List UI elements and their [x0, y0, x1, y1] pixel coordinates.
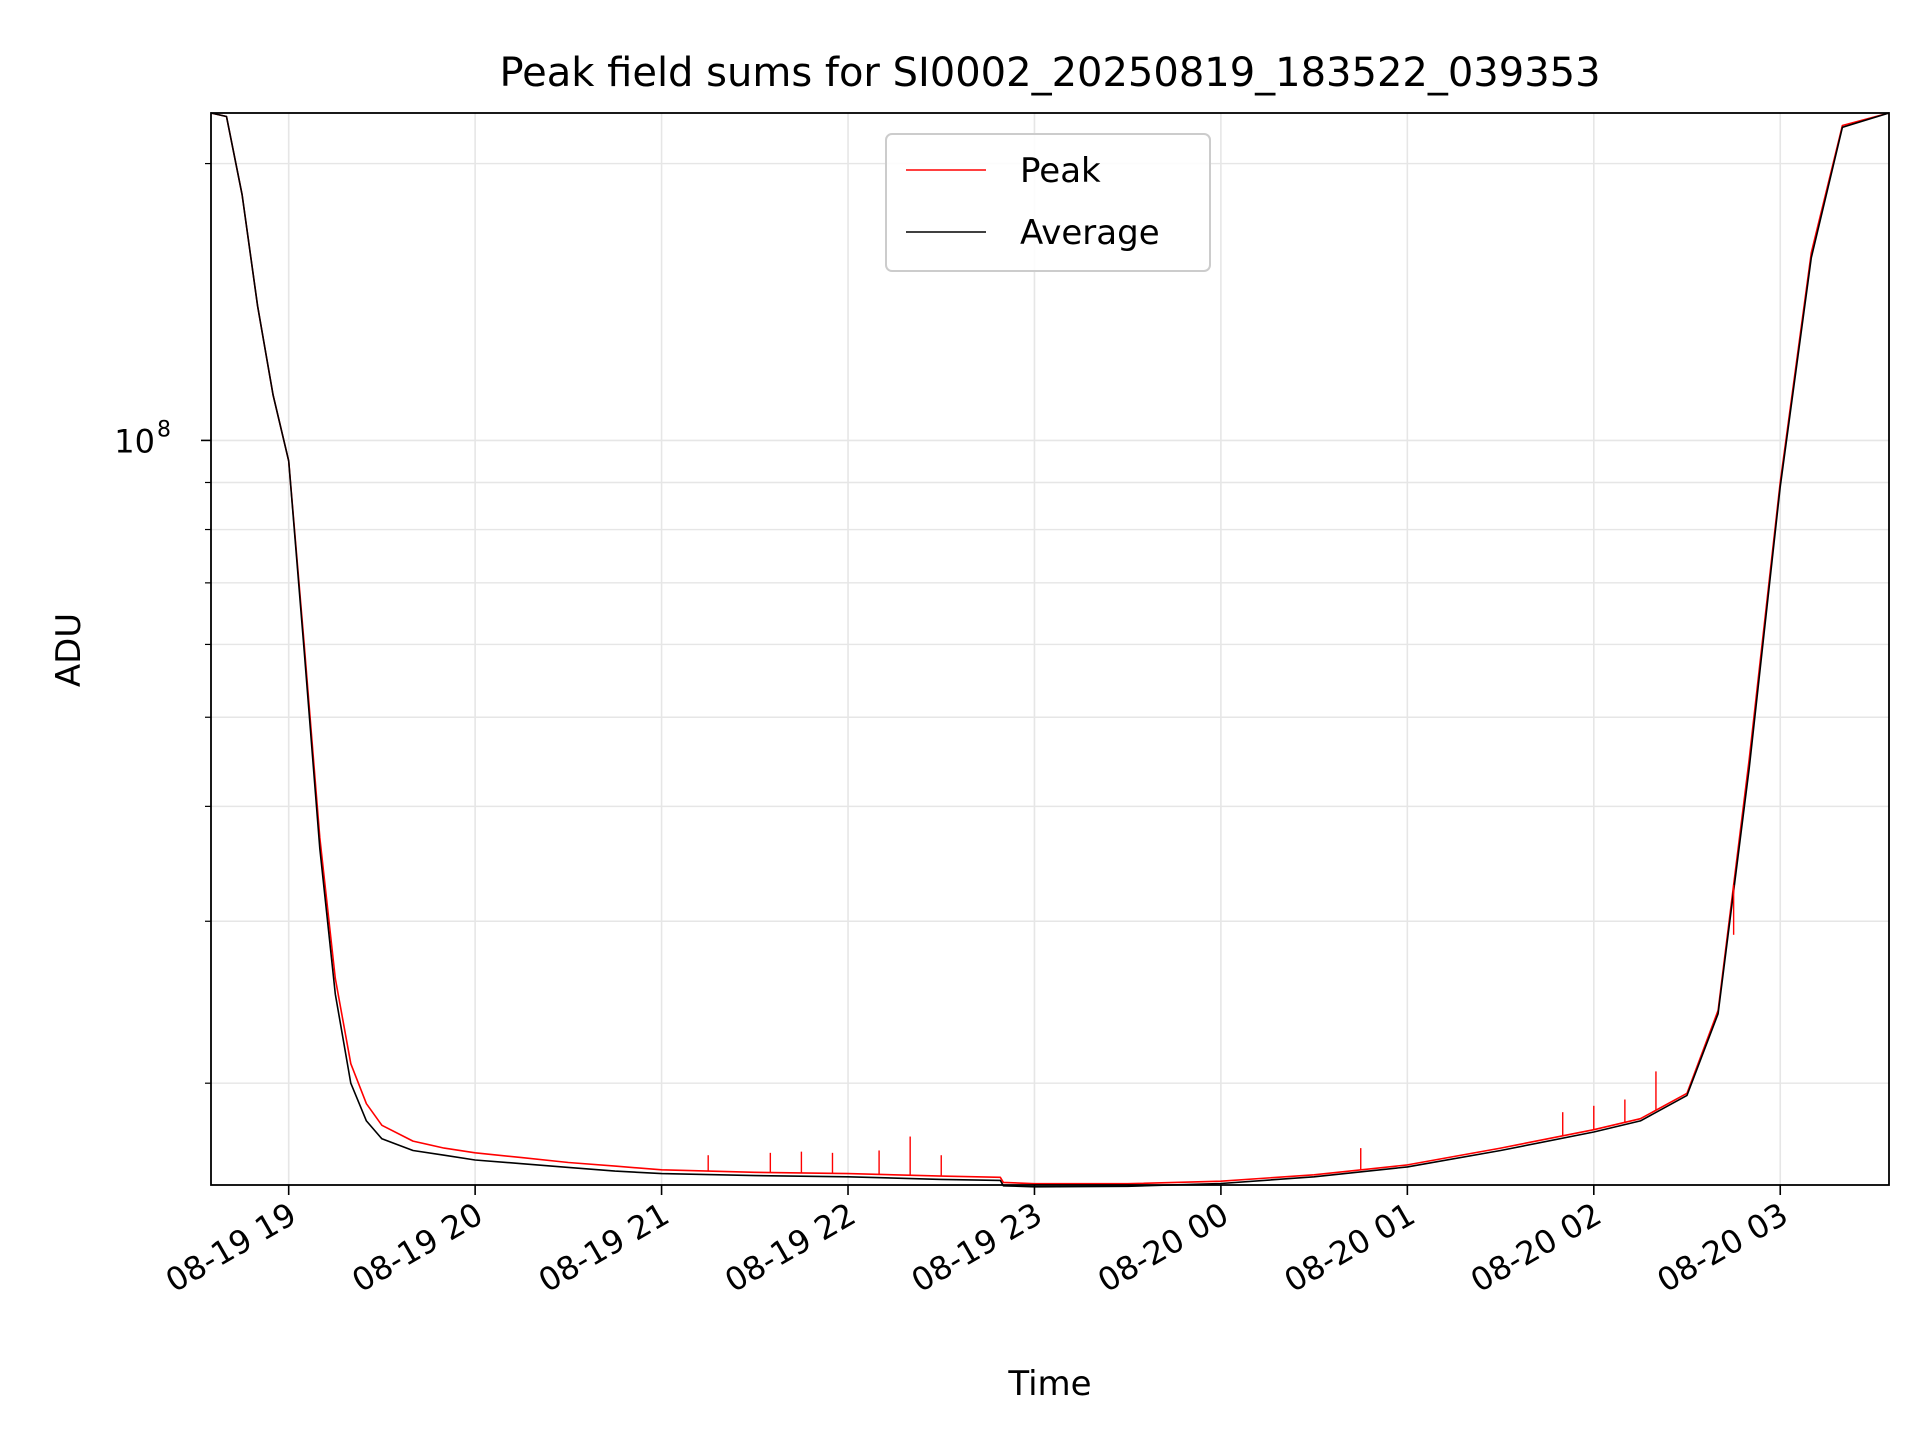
x-axis-ticks: 08-19 19 08-19 20 08-19 21 08-19 22 08-19 23…	[159, 1185, 1794, 1300]
x-tick-label: 08-20 00	[1091, 1195, 1235, 1300]
y-tick-label: 10	[114, 422, 155, 460]
x-tick-label: 08-19 22	[718, 1195, 862, 1300]
y-axis-label: ADU	[49, 613, 89, 687]
series-line-average	[210, 112, 1890, 1188]
series-line-peak	[210, 112, 1890, 1185]
x-tick-label: 08-19 20	[346, 1195, 490, 1300]
x-tick-label: 08-20 03	[1651, 1195, 1795, 1300]
legend-label-peak: Peak	[1020, 151, 1101, 191]
plot-frame	[210, 112, 1890, 1186]
x-tick-label: 08-20 01	[1278, 1195, 1422, 1300]
legend: Peak Average	[885, 133, 1211, 272]
legend-label-average: Average	[1020, 213, 1160, 253]
legend-box	[885, 133, 1211, 272]
x-axis-label: Time	[1007, 1364, 1091, 1404]
x-tick-label: 08-20 02	[1464, 1195, 1608, 1300]
chart-title: Peak field sums for SI0002_20250819_1835…	[499, 50, 1600, 96]
x-tick-label: 08-19 23	[905, 1195, 1049, 1300]
plot-series	[210, 112, 1890, 1188]
grid	[211, 113, 1889, 1185]
y-axis-ticks: 10 8	[114, 162, 211, 1084]
y-tick-label-exponent: 8	[157, 417, 171, 442]
x-tick-label: 08-19 21	[532, 1195, 676, 1300]
x-tick-label: 08-19 19	[159, 1195, 303, 1300]
